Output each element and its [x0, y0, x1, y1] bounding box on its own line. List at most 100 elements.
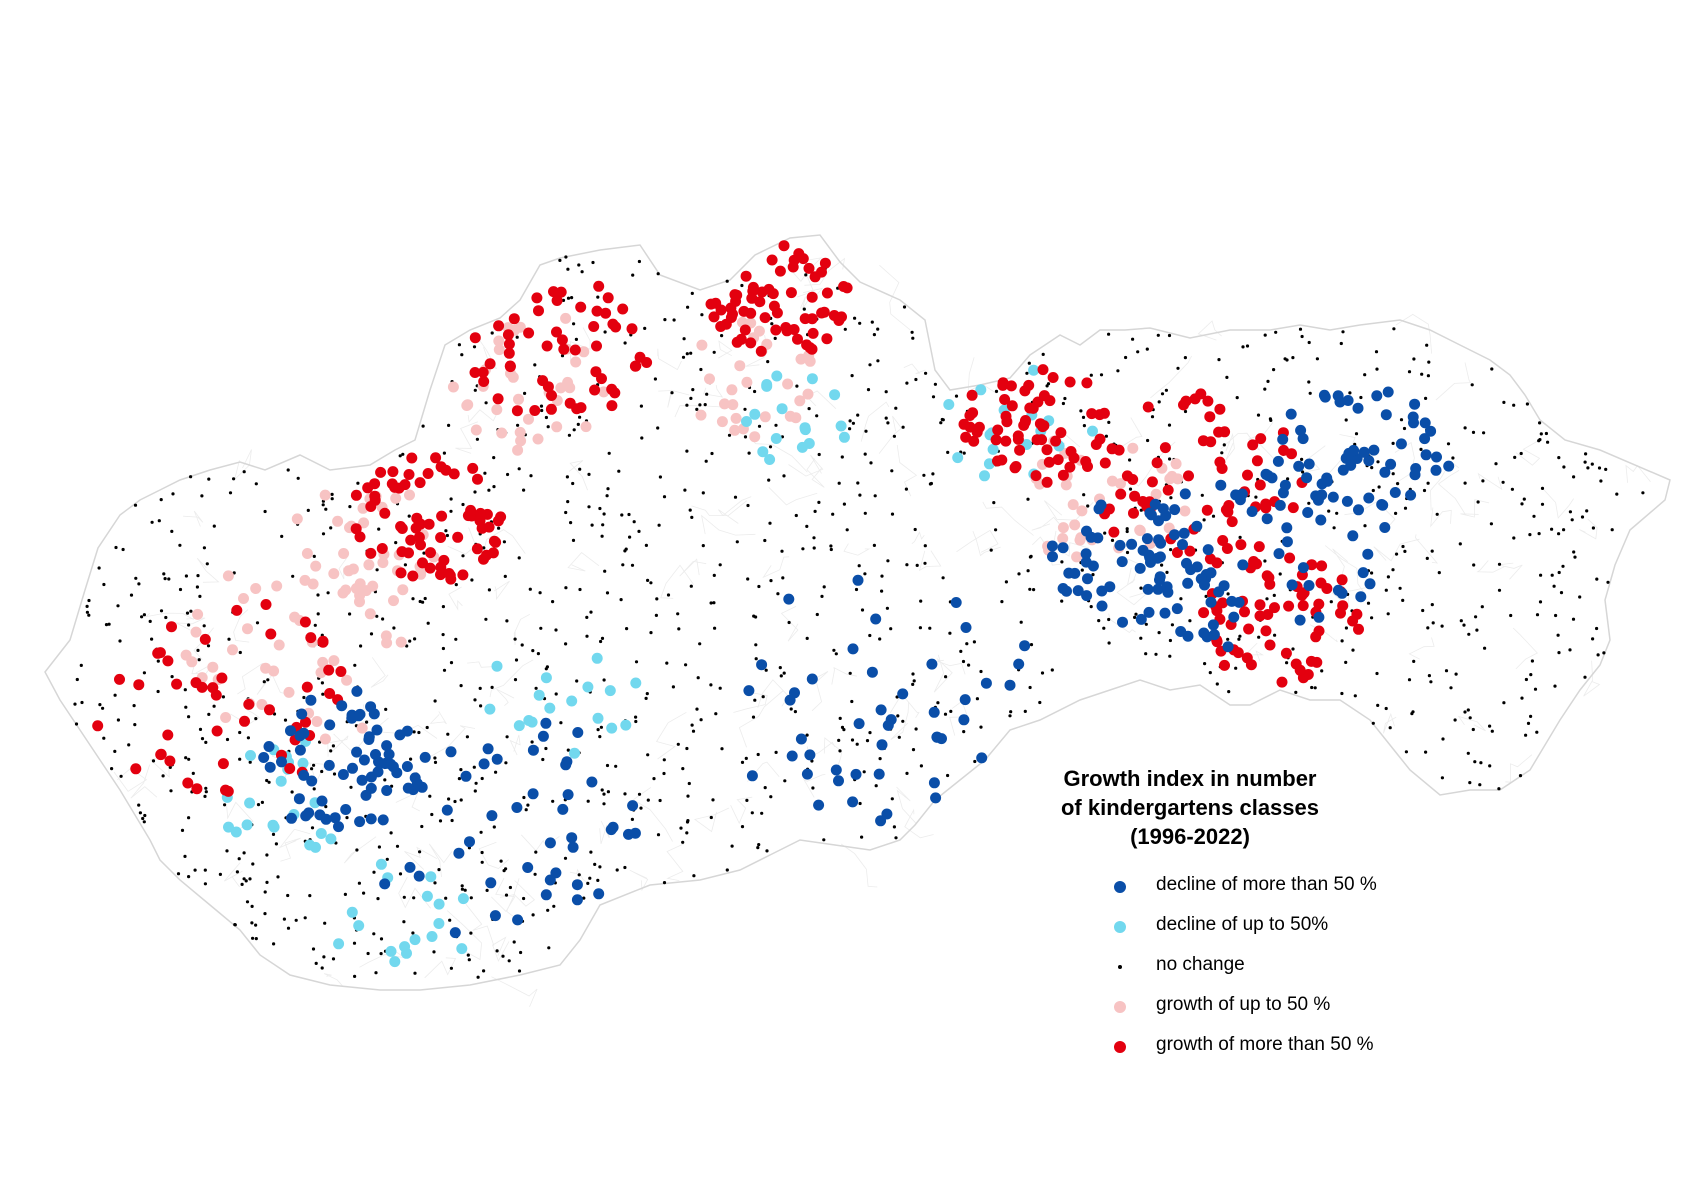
municipality-point: [734, 360, 746, 372]
municipality-point: [404, 861, 416, 873]
district-boundary: [780, 606, 799, 642]
municipality-point: [517, 969, 522, 973]
municipality-point: [720, 318, 732, 330]
municipality-point: [482, 969, 486, 973]
municipality-point: [605, 824, 617, 836]
district-boundary: [446, 910, 483, 961]
municipality-point: [1272, 368, 1276, 372]
municipality-point: [1562, 465, 1566, 469]
municipality-point: [476, 522, 488, 534]
municipality-point: [1222, 506, 1234, 518]
municipality-point: [505, 619, 509, 623]
municipality-point: [365, 813, 377, 825]
municipality-point: [1170, 458, 1182, 470]
municipality-point: [1243, 623, 1255, 635]
municipality-point: [343, 892, 347, 897]
municipality-point: [1370, 616, 1374, 620]
municipality-point: [910, 330, 914, 334]
municipality-point: [676, 742, 680, 746]
municipality-point: [222, 570, 234, 582]
municipality-point: [492, 825, 496, 829]
municipality-point: [352, 941, 357, 945]
municipality-point: [630, 563, 635, 567]
municipality-point: [637, 529, 641, 534]
municipality-point: [461, 400, 473, 411]
municipality-point: [349, 785, 353, 789]
municipality-point: [348, 505, 352, 509]
municipality-point: [1145, 347, 1149, 351]
municipality-point: [447, 797, 451, 801]
municipality-point: [705, 298, 717, 310]
municipality-point: [442, 668, 447, 672]
municipality-point: [973, 421, 985, 433]
municipality-point: [681, 767, 685, 771]
municipality-point: [1412, 659, 1416, 664]
municipality-point: [1344, 418, 1348, 422]
municipality-point: [776, 403, 788, 415]
municipality-point: [602, 802, 606, 806]
district-boundary: [1460, 499, 1490, 518]
municipality-point: [1509, 613, 1513, 618]
municipality-point: [1000, 435, 1012, 447]
municipality-point: [377, 527, 381, 531]
municipality-point: [503, 347, 515, 359]
district-boundary: [455, 421, 479, 454]
municipality-point: [347, 762, 358, 774]
district-boundary: [398, 877, 431, 909]
municipality-point: [294, 730, 306, 742]
municipality-point: [1177, 539, 1188, 550]
municipality-point: [1139, 508, 1143, 512]
municipality-point: [1135, 613, 1147, 625]
municipality-point: [1332, 526, 1336, 530]
district-boundary: [1331, 586, 1371, 608]
municipality-point: [710, 451, 714, 456]
municipality-point: [847, 796, 859, 808]
municipality-point: [1535, 613, 1540, 617]
municipality-point: [85, 604, 89, 609]
municipality-point: [1254, 495, 1258, 499]
municipality-point: [626, 323, 638, 335]
municipality-point: [453, 847, 465, 859]
municipality-point: [1602, 651, 1606, 655]
municipality-point: [765, 849, 769, 853]
municipality-point: [487, 488, 491, 492]
municipality-point: [1540, 502, 1545, 506]
municipality-point: [1376, 499, 1388, 510]
municipality-point: [589, 850, 593, 854]
municipality-point: [405, 644, 409, 648]
municipality-point: [923, 544, 927, 548]
municipality-point: [467, 462, 479, 474]
municipality-point: [392, 626, 396, 630]
district-boundary: [467, 409, 498, 423]
municipality-point: [743, 685, 755, 697]
municipality-point: [1559, 591, 1564, 595]
municipality-point: [197, 658, 201, 662]
municipality-point: [1108, 526, 1120, 538]
municipality-point: [350, 583, 362, 594]
district-boundary: [491, 976, 538, 1008]
municipality-point: [470, 578, 474, 582]
municipality-point: [696, 339, 708, 351]
municipality-point: [1335, 511, 1339, 515]
municipality-point: [1347, 615, 1359, 627]
municipality-point: [662, 495, 667, 499]
municipality-point: [990, 434, 1002, 446]
municipality-point: [878, 757, 882, 761]
municipality-point: [654, 613, 659, 618]
municipality-point: [842, 728, 846, 732]
municipality-point: [503, 338, 515, 350]
municipality-point: [1188, 619, 1192, 623]
municipality-point: [467, 958, 471, 962]
municipality-point: [1285, 661, 1289, 665]
municipality-point: [806, 313, 818, 325]
municipality-point: [276, 756, 287, 768]
municipality-point: [507, 959, 511, 963]
district-boundary: [324, 973, 344, 987]
municipality-point: [1353, 623, 1364, 635]
municipality-point: [754, 657, 758, 661]
municipality-point: [863, 452, 867, 456]
municipality-point: [492, 456, 496, 460]
municipality-point: [599, 639, 603, 644]
municipality-point: [1171, 547, 1183, 558]
municipality-point: [551, 421, 563, 433]
